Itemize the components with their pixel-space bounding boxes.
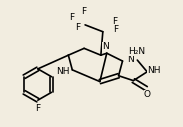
- Text: N: N: [102, 42, 109, 51]
- Text: F: F: [69, 13, 74, 22]
- Text: F: F: [35, 105, 40, 114]
- Text: F: F: [82, 7, 87, 16]
- Text: F: F: [112, 17, 117, 26]
- Text: N: N: [127, 55, 134, 64]
- Text: H₂N: H₂N: [128, 47, 145, 56]
- Text: NH: NH: [147, 66, 161, 75]
- Text: O: O: [144, 90, 151, 99]
- Text: F: F: [113, 25, 118, 34]
- Text: F: F: [75, 23, 80, 32]
- Text: NH: NH: [56, 67, 69, 76]
